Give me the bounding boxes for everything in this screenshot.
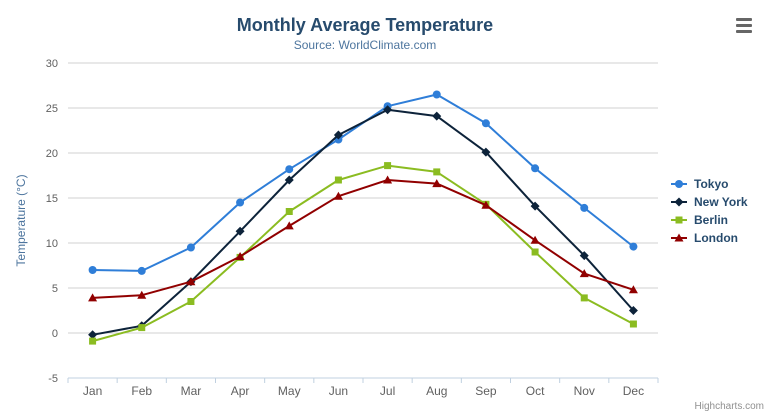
diamond-marker-icon[interactable] xyxy=(333,130,343,140)
square-marker-icon[interactable] xyxy=(187,298,195,305)
square-marker-icon[interactable] xyxy=(433,168,441,176)
legend-item-new-york[interactable]: New York xyxy=(671,193,748,211)
diamond-marker-icon[interactable] xyxy=(628,306,638,315)
series-line-berlin[interactable] xyxy=(91,164,635,343)
triangle-marker-icon[interactable] xyxy=(579,269,589,278)
square-marker-icon[interactable] xyxy=(138,324,146,332)
y-axis-tick-label: 25 xyxy=(46,103,58,115)
legend-item-tokyo[interactable]: Tokyo xyxy=(671,175,748,193)
y-axis-tick-label: 5 xyxy=(52,283,58,295)
diamond-marker-icon[interactable] xyxy=(383,105,393,115)
square-marker-icon[interactable] xyxy=(384,162,392,170)
x-axis-tick-label: Mar xyxy=(181,384,202,398)
circle-marker-icon[interactable] xyxy=(236,198,245,207)
triangle-marker-icon[interactable] xyxy=(383,175,393,184)
triangle-marker-icon[interactable] xyxy=(235,252,245,260)
legend-label: Berlin xyxy=(694,213,729,227)
series-tokyo xyxy=(88,90,638,275)
circle-marker-icon[interactable] xyxy=(137,266,146,275)
diamond-marker-icon[interactable] xyxy=(284,175,294,185)
chart-title: Monthly Average Temperature xyxy=(236,15,494,35)
legend-label: New York xyxy=(694,195,748,209)
x-axis-tick-label: Dec xyxy=(623,384,644,398)
series-line-london[interactable] xyxy=(91,179,635,299)
circle-marker-icon[interactable] xyxy=(675,180,683,188)
triangle-marker-icon[interactable] xyxy=(186,277,196,286)
legend-label: London xyxy=(694,231,738,245)
x-axis-tick-label: Jan xyxy=(83,384,102,398)
circle-marker-icon[interactable] xyxy=(481,119,490,128)
series-line-new-york[interactable] xyxy=(91,108,635,336)
legend-symbol-triangle-icon xyxy=(671,233,687,242)
x-axis-tick-label: Apr xyxy=(231,384,250,398)
square-marker-icon[interactable] xyxy=(675,216,683,224)
series-new-york xyxy=(88,105,638,340)
triangle-marker-icon[interactable] xyxy=(530,235,540,244)
circle-marker-icon[interactable] xyxy=(580,203,589,212)
x-axis-tick-label: Jun xyxy=(329,384,348,398)
circle-marker-icon[interactable] xyxy=(285,165,294,174)
hamburger-icon-bar xyxy=(736,18,752,21)
circle-marker-icon[interactable] xyxy=(629,242,638,251)
x-axis-tick-label: May xyxy=(278,384,301,398)
square-marker-icon[interactable] xyxy=(285,208,293,215)
circle-marker-icon[interactable] xyxy=(432,90,441,99)
diamond-marker-icon[interactable] xyxy=(530,201,540,211)
square-marker-icon[interactable] xyxy=(89,337,97,345)
hamburger-icon-bar xyxy=(736,30,752,33)
x-axis-tick-label: Sep xyxy=(475,384,497,398)
y-axis-tick-label: 30 xyxy=(46,58,58,70)
triangle-marker-icon[interactable] xyxy=(628,285,638,294)
legend-symbol-square-icon xyxy=(671,216,687,224)
square-marker-icon[interactable] xyxy=(531,248,539,256)
triangle-marker-icon[interactable] xyxy=(674,233,684,242)
legend-item-london[interactable]: London xyxy=(671,229,748,247)
legend-symbol-circle-icon xyxy=(671,180,687,188)
square-marker-icon[interactable] xyxy=(334,176,342,184)
export-menu-button[interactable] xyxy=(736,18,752,33)
square-marker-icon[interactable] xyxy=(629,320,637,328)
legend-item-berlin[interactable]: Berlin xyxy=(671,211,748,229)
series-london xyxy=(88,175,638,302)
circle-marker-icon[interactable] xyxy=(186,243,195,252)
y-axis-tick-label: 20 xyxy=(46,148,58,160)
triangle-marker-icon[interactable] xyxy=(284,221,294,230)
legend: Tokyo New York Berlin London xyxy=(671,175,748,247)
credits-link[interactable]: Highcharts.com xyxy=(694,401,764,412)
diamond-marker-icon[interactable] xyxy=(432,111,442,121)
y-axis-tick-label: 10 xyxy=(46,238,58,250)
triangle-marker-icon[interactable] xyxy=(333,191,343,200)
circle-marker-icon[interactable] xyxy=(531,164,540,173)
series-line-tokyo[interactable] xyxy=(91,93,635,272)
triangle-marker-icon[interactable] xyxy=(432,179,442,188)
diamond-marker-icon[interactable] xyxy=(88,330,98,340)
chart-subtitle: Source: WorldClimate.com xyxy=(293,38,437,52)
triangle-marker-icon[interactable] xyxy=(481,200,491,209)
y-axis-tick-label: -5 xyxy=(48,373,58,385)
diamond-marker-icon[interactable] xyxy=(579,251,589,261)
x-axis-tick-label: Aug xyxy=(426,384,447,398)
triangle-marker-icon[interactable] xyxy=(137,290,147,299)
diamond-marker-icon[interactable] xyxy=(235,226,245,236)
y-axis-tick-label: 0 xyxy=(52,328,58,340)
x-axis-tick-label: Jul xyxy=(380,384,395,398)
x-axis-tick-label: Oct xyxy=(526,384,545,398)
diamond-marker-icon[interactable] xyxy=(674,197,684,207)
hamburger-icon-bar xyxy=(736,24,752,27)
legend-symbol-diamond-icon xyxy=(671,197,687,207)
diamond-marker-icon[interactable] xyxy=(481,147,491,157)
x-axis-tick-label: Feb xyxy=(131,384,152,398)
legend-label: Tokyo xyxy=(694,177,729,191)
x-axis-tick-label: Nov xyxy=(574,384,595,398)
square-marker-icon[interactable] xyxy=(580,294,588,302)
y-axis-title: Temperature (°C) xyxy=(14,174,28,266)
circle-marker-icon[interactable] xyxy=(88,266,97,274)
y-axis-tick-label: 15 xyxy=(46,193,58,205)
triangle-marker-icon[interactable] xyxy=(88,293,98,302)
